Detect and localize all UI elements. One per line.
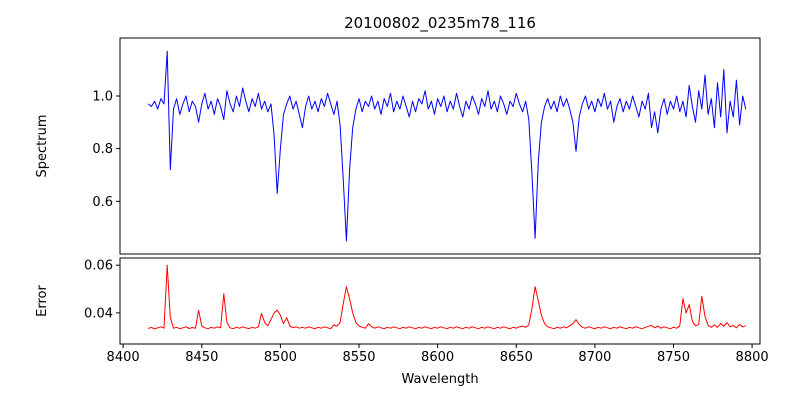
spectrum-y-axis-label: Spectrum — [35, 115, 50, 178]
xtick-label: 8800 — [736, 350, 769, 365]
xtick-label: 8550 — [342, 350, 375, 365]
chart-title: 20100802_0235m78_116 — [344, 14, 536, 33]
xtick-label: 8650 — [500, 350, 533, 365]
spectrum-ytick-label: 0.6 — [92, 195, 113, 210]
spectrum-ytick-label: 0.8 — [92, 142, 113, 157]
error-ytick-label: 0.06 — [84, 259, 113, 274]
xtick-label: 8700 — [578, 350, 611, 365]
error-y-axis-label: Error — [35, 285, 50, 317]
x-axis-label: Wavelength — [401, 372, 478, 387]
spectrum-axes-frame — [119, 37, 761, 255]
xtick-label: 8750 — [657, 350, 690, 365]
xtick-label: 8400 — [107, 350, 140, 365]
xtick-label: 8500 — [264, 350, 297, 365]
error-ytick-label: 0.04 — [84, 306, 113, 321]
spectrum-ytick-label: 1.0 — [92, 90, 113, 105]
spectrum-line — [147, 50, 747, 242]
error-axes-frame — [119, 257, 761, 345]
error-line — [148, 264, 746, 330]
xtick-label: 8600 — [421, 350, 454, 365]
xtick-label: 8450 — [185, 350, 218, 365]
plot-layer: 0.6 0.8 1.0 0.04 0.06 8400 8450 8500 8550 8600 865… — [84, 37, 769, 365]
